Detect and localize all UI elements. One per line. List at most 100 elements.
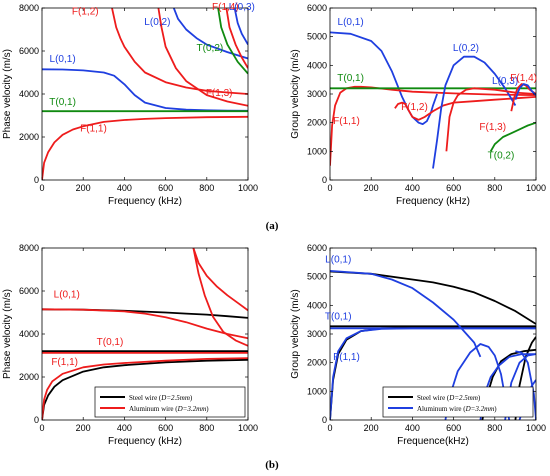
y-tick-label: 6000: [19, 286, 39, 296]
x-tick-label: 1000: [526, 183, 546, 193]
y-tick-label: 4000: [19, 89, 39, 99]
mode-label: F(1,2): [72, 6, 99, 17]
chart-phase-velocity-wire-comparison: 0 200 400 600 800 1000 0 2000 4000 6000 8000 Freque…: [2, 243, 258, 447]
series-line: [445, 87, 536, 152]
mode-label: F(1,4): [212, 2, 239, 13]
mode-label: F(1,1): [80, 124, 107, 135]
series-line: [42, 358, 248, 420]
series-line: [233, 8, 248, 46]
x-tick-label: 200: [364, 423, 379, 433]
mode-label: F(1,1): [333, 352, 360, 363]
x-axis-label: Frequency (kHz): [396, 196, 470, 207]
panel-label-b: (b): [265, 459, 279, 471]
mode-label: T(0,2): [197, 43, 224, 54]
x-tick-label: 800: [199, 183, 214, 193]
y-tick-label: 4000: [307, 300, 327, 310]
x-tick-label: 0: [327, 423, 332, 433]
series-line: [330, 327, 536, 420]
y-tick-label: 6000: [307, 243, 327, 253]
y-tick-label: 8000: [19, 243, 39, 253]
series-line: [330, 270, 536, 325]
x-tick-label: 200: [76, 183, 91, 193]
series-line: [217, 8, 248, 75]
x-tick-label: 400: [405, 423, 420, 433]
legend: Steel wire (D=2.5mm) Aluminum wire (D=3.2…: [94, 386, 246, 418]
x-tick-label: 0: [39, 423, 44, 433]
x-tick-label: 200: [364, 183, 379, 193]
x-tick-label: 600: [446, 183, 461, 193]
mode-label: L(0,2): [144, 17, 170, 28]
series-line: [42, 308, 248, 340]
x-tick-label: 800: [487, 423, 502, 433]
mode-label: T(0,2): [488, 151, 515, 162]
y-tick-label: 0: [34, 175, 39, 185]
mode-label: L(0,2): [453, 43, 479, 54]
series-line: [394, 96, 536, 121]
x-tick-label: 1000: [238, 183, 258, 193]
mode-label: T(0,1): [325, 312, 352, 323]
x-tick-label: 200: [76, 423, 91, 433]
series-line: [157, 8, 248, 107]
x-tick-label: 0: [327, 183, 332, 193]
series-line: [330, 85, 536, 166]
y-tick-label: 6000: [19, 46, 39, 56]
x-axis-label: Frequency (kHz): [108, 196, 182, 207]
mode-label: L(0,3): [492, 76, 518, 87]
x-tick-label: 1000: [526, 423, 546, 433]
mode-label: T(0,1): [49, 97, 76, 108]
y-tick-label: 3000: [307, 329, 327, 339]
y-tick-label: 0: [34, 415, 39, 425]
x-tick-label: 0: [39, 183, 44, 193]
x-axis-label: Frequence(kHz): [397, 436, 469, 447]
mode-label: L(0,3): [229, 2, 255, 13]
x-tick-label: 400: [117, 183, 132, 193]
y-tick-label: 8000: [19, 3, 39, 13]
y-tick-label: 5000: [307, 272, 327, 282]
x-tick-label: 800: [487, 183, 502, 193]
series-group: [330, 31, 536, 169]
mode-label: F(1,1): [51, 357, 78, 368]
series-line: [432, 55, 517, 169]
x-tick-label: 1000: [238, 423, 258, 433]
x-tick-label: 400: [405, 183, 420, 193]
series-line: [489, 121, 536, 152]
y-axis-label: Group velocity (m/s): [290, 49, 301, 138]
x-tick-label: 600: [446, 423, 461, 433]
mode-label: F(1,1): [333, 116, 360, 127]
mode-label: F(1,4): [510, 73, 537, 84]
y-tick-label: 0: [322, 415, 327, 425]
y-tick-label: 5000: [307, 32, 327, 42]
mode-label: F(1,2): [401, 102, 428, 113]
x-tick-label: 600: [158, 423, 173, 433]
x-tick-label: 400: [117, 423, 132, 433]
y-tick-label: 1000: [307, 146, 327, 156]
y-tick-label: 6000: [307, 3, 327, 13]
y-axis-label: Phase velocity (m/s): [2, 49, 13, 139]
mode-label: L(0,1): [338, 17, 364, 28]
y-tick-label: 0: [322, 175, 327, 185]
series-line: [111, 8, 248, 95]
mode-label: L(0,1): [325, 254, 351, 265]
y-tick-label: 2000: [307, 118, 327, 128]
mode-label: F(1,3): [479, 122, 506, 133]
legend-box: [94, 386, 246, 418]
y-tick-label: 3000: [307, 89, 327, 99]
x-tick-label: 600: [158, 183, 173, 193]
legend: Steel wire (D=2.5mm) Aluminum wire (D=3.2…: [382, 386, 534, 418]
series-group: [42, 8, 248, 180]
series-line: [330, 270, 482, 358]
y-tick-label: 1000: [307, 386, 327, 396]
y-axis-label: Group velocity (m/s): [290, 289, 301, 378]
legend-box: [382, 386, 534, 418]
y-axis-label: Phase velocity (m/s): [2, 289, 13, 379]
chart-group-velocity-wire-comparison: 0 200 400 600 800 1000 0 1000 2000 3000 4000 5000 60…: [290, 243, 546, 447]
mode-label: L(0,1): [54, 289, 80, 300]
series-line: [192, 248, 248, 347]
series-line: [172, 8, 248, 60]
panel-label-a: (a): [266, 220, 279, 232]
y-tick-label: 2000: [307, 358, 327, 368]
chart-phase-velocity-modes: 0 200 400 600 800 1000 0 2000 4000 6000 8000 Freque…: [2, 2, 258, 207]
y-tick-label: 2000: [19, 132, 39, 142]
series-line: [515, 350, 536, 420]
